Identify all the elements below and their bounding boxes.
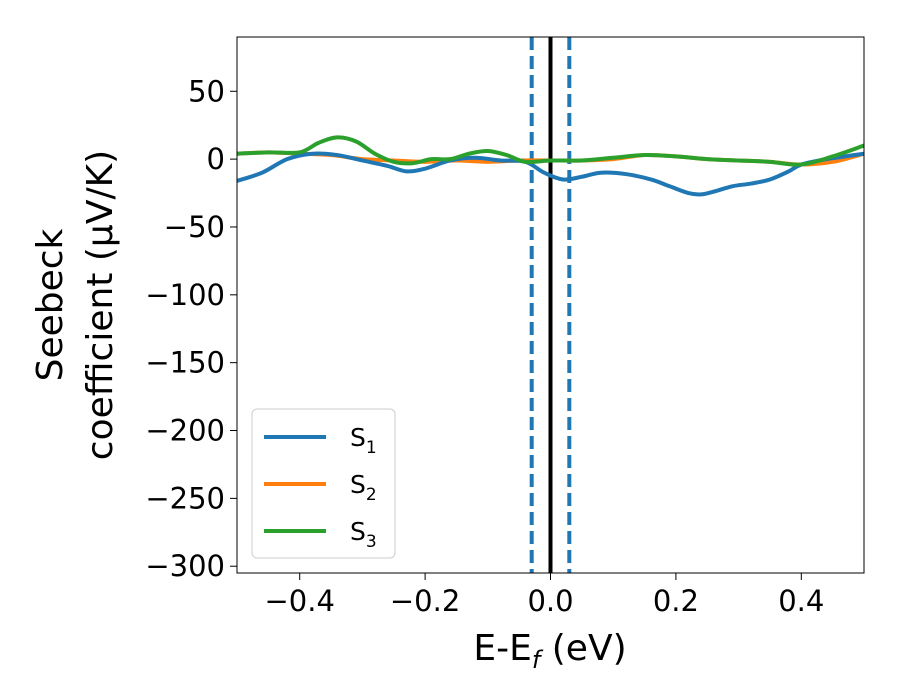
y-tick-label: −300	[145, 549, 225, 583]
legend-label-s2: S2	[350, 470, 377, 505]
x-tick-label: 0.2	[653, 584, 699, 618]
y-tick-label: 50	[188, 74, 225, 108]
series-layer	[237, 135, 864, 197]
vertical-reference-lines	[529, 37, 572, 573]
y-tick-label: −100	[145, 278, 225, 312]
x-tick-label: −0.2	[390, 584, 460, 618]
y-axis-label: Seebeck coefficient (μV/K)	[30, 150, 121, 460]
y-tick-label: −250	[145, 481, 225, 515]
series-line-s1	[237, 151, 864, 197]
y-axis-label-line1: Seebeck	[30, 228, 71, 381]
x-axis-label: E-Ef (eV)	[473, 628, 626, 674]
legend-label-s1: S1	[350, 423, 377, 458]
x-tick-label: −0.4	[264, 584, 334, 618]
x-axis-ticks: −0.4 −0.2 0.0 0.2 0.4	[264, 573, 824, 618]
x-axis-label-unit: (eV)	[540, 628, 626, 669]
x-tick-label: 0.0	[527, 584, 573, 618]
series-line-s3	[237, 135, 864, 167]
legend: S1 S2 S3	[251, 408, 396, 559]
y-tick-label: −50	[164, 210, 225, 244]
legend-label-s3: S3	[350, 517, 377, 552]
x-tick-label: 0.4	[778, 584, 824, 618]
y-tick-label: 0	[207, 142, 225, 176]
y-tick-label: −150	[145, 346, 225, 380]
y-axis-ticks: 50 0 −50 −100 −150 −200 −250 −300	[145, 74, 237, 583]
y-axis-label-line2: coefficient (μV/K)	[80, 150, 121, 460]
y-tick-label: −200	[145, 414, 225, 448]
